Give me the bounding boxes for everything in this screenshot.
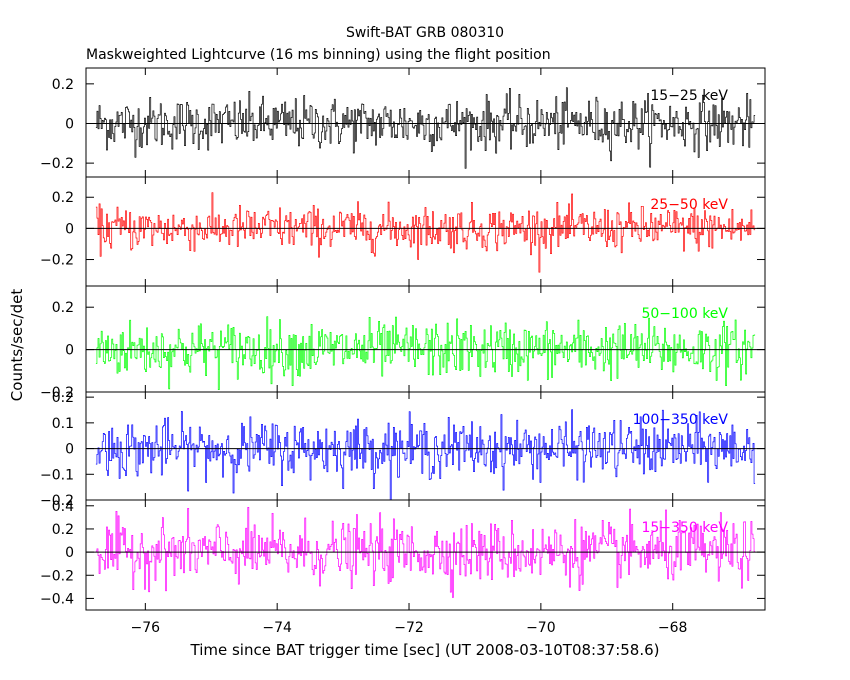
panel-frame-5 — [85, 499, 766, 611]
series-line-1 — [95, 87, 756, 169]
series-line-3 — [95, 316, 756, 391]
y-tick-label: −0.2 — [40, 253, 74, 269]
series-line-2 — [95, 192, 756, 273]
y-tick-label: −0.1 — [40, 467, 74, 483]
y-tick-label: −0.2 — [40, 385, 74, 401]
band-label-4: 100−350 keV — [633, 412, 729, 428]
y-tick-label: 0.2 — [52, 390, 74, 406]
y-tick-label: 0 — [65, 116, 74, 132]
band-label-2: 25−50 keV — [650, 197, 728, 213]
x-tick-label: −74 — [262, 620, 292, 636]
y-tick-label: 0.4 — [52, 499, 74, 515]
band-label-1: 15−25 keV — [650, 88, 728, 104]
y-tick-label: 0 — [65, 442, 74, 458]
y-tick-label: −0.2 — [40, 568, 74, 584]
y-axis-label: Counts/sec/det — [8, 289, 26, 402]
panel-5: −0.4 −0.2 0 0.2 0.4 15−350 keV — [40, 499, 766, 611]
y-tick-label: −0.2 — [40, 493, 74, 509]
panel-3: −0.2 0 0.2 50−100 keV — [40, 285, 766, 401]
x-tick-label: −70 — [526, 620, 556, 636]
panel-frame-3 — [85, 285, 766, 393]
x-axis: −76 −74 −72 −70 −68 — [131, 68, 688, 636]
y-tick-label: 0.2 — [52, 190, 74, 206]
x-tick-label: −76 — [131, 620, 161, 636]
band-label-5: 15−350 keV — [641, 520, 728, 536]
y-tick-label: 0.2 — [52, 522, 74, 538]
y-tick-label: 0 — [65, 545, 74, 561]
band-label-3: 50−100 keV — [641, 306, 728, 322]
panels-group: −0.2 0 0.2 15−25 keV −0.2 0 0.2 25−50 keV −0.2 0 0… — [40, 67, 766, 611]
panel-1: −0.2 0 0.2 15−25 keV — [40, 67, 766, 178]
panel-frame-2 — [85, 176, 766, 287]
x-axis-label: Time since BAT trigger time [sec] (UT 20… — [190, 641, 660, 659]
chart-title: Swift-BAT GRB 080310 — [346, 25, 504, 41]
y-tick-label: −0.2 — [40, 156, 74, 172]
series-line-5 — [95, 507, 756, 598]
y-tick-label: −0.4 — [40, 591, 74, 607]
y-tick-label: 0 — [65, 343, 74, 359]
chart-subtitle: Maskweighted Lightcurve (16 ms binning) … — [86, 47, 551, 63]
series-line-4 — [95, 409, 756, 500]
y-tick-label: 0 — [65, 221, 74, 237]
x-tick-label: −68 — [658, 620, 688, 636]
x-tick-label: −72 — [394, 620, 424, 636]
panel-2: −0.2 0 0.2 25−50 keV — [40, 176, 766, 287]
y-tick-label: 0.2 — [52, 77, 74, 93]
y-tick-label: 0.1 — [52, 416, 74, 432]
y-tick-label: 0.2 — [52, 300, 74, 316]
panel-4: −0.2 −0.1 0 0.1 0.2 100−350 keV — [40, 390, 766, 509]
